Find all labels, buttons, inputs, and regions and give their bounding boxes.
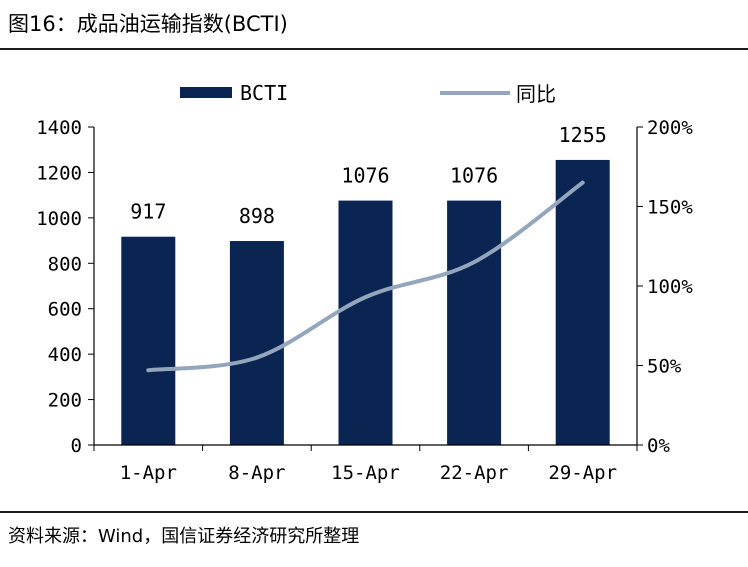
data-label-15-Apr: 1076 — [341, 164, 389, 188]
x-tick-label: 8-Apr — [228, 462, 285, 484]
plot-area: 917 898 1076 1076 1255 0 200 400 600 800 1000 1200 1… — [36, 117, 693, 484]
y-right-tick-label: 200% — [647, 117, 693, 139]
y-right-tick-label: 100% — [647, 276, 693, 298]
y-left-tick-label: 1400 — [36, 117, 82, 139]
legend-line-label: 同比 — [516, 82, 556, 106]
top-rule — [0, 48, 748, 50]
source-note: 资料来源：Wind，国信证券经济研究所整理 — [8, 526, 360, 547]
y-left-tick-label: 800 — [48, 253, 82, 275]
y-left-tick-label: 600 — [48, 299, 82, 321]
bar-8-Apr — [229, 241, 284, 445]
y-right-tick-label: 150% — [647, 197, 693, 219]
y-left-tick-label: 0 — [71, 435, 82, 457]
data-label-8-Apr: 898 — [239, 204, 275, 228]
y-left-tick-label: 1000 — [36, 208, 82, 230]
data-label-1-Apr: 917 — [130, 200, 166, 224]
data-label-22-Apr: 1076 — [450, 164, 498, 188]
bottom-rule — [0, 511, 748, 513]
x-tick-label: 1-Apr — [120, 462, 177, 484]
y-left-tick-label: 400 — [48, 344, 82, 366]
bar-1-Apr — [121, 236, 176, 445]
legend: BCTI 同比 — [180, 81, 556, 106]
x-tick-label: 15-Apr — [331, 462, 400, 484]
yoy-line — [146, 180, 585, 373]
y-right-tick-label: 0% — [647, 435, 670, 457]
y-right-tick-label: 50% — [647, 356, 682, 378]
x-tick-label: 22-Apr — [440, 462, 509, 484]
legend-bar-label: BCTI — [240, 81, 288, 105]
bar-29-Apr — [555, 159, 610, 445]
bar-15-Apr — [338, 200, 393, 445]
y-left-tick-label: 1200 — [36, 162, 82, 184]
data-label-29-Apr: 1255 — [559, 123, 607, 147]
bar-22-Apr — [447, 200, 502, 445]
figure-title: 图16：成品油运输指数(BCTI) — [8, 12, 288, 36]
x-tick-label: 29-Apr — [548, 462, 617, 484]
y-left-tick-label: 200 — [48, 390, 82, 412]
legend-bar-swatch — [180, 87, 232, 98]
